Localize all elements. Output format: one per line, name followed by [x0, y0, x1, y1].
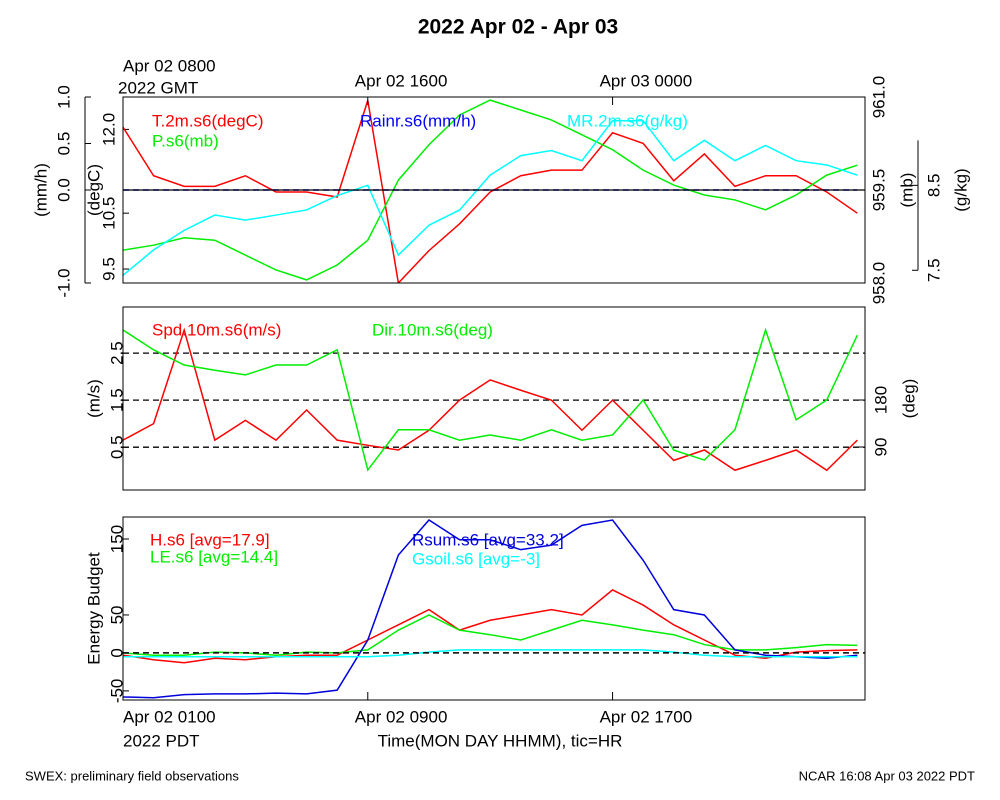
y-tick-label: 150: [107, 525, 126, 553]
y-tick-label: 50: [107, 605, 126, 624]
legend-label: LE.s6 [avg=14.4]: [150, 547, 278, 566]
y-axis-label: Energy Budget: [84, 552, 103, 665]
y-tick-label: 959.5: [869, 169, 888, 212]
footer-right: NCAR 16:08 Apr 03 2022 PDT: [799, 768, 975, 783]
series-line: [123, 649, 858, 658]
y-tick-label: 7.5: [924, 258, 943, 282]
legend-label: Rsum.s6 [avg=33.2]: [412, 530, 564, 549]
legend-label: Dir.10m.s6(deg): [372, 320, 493, 339]
series-line: [123, 327, 859, 472]
y-axis-label: (mb): [897, 173, 916, 208]
y-tick-label: -50: [107, 679, 126, 704]
y-tick-label: 8.5: [924, 174, 943, 198]
series-line: [123, 519, 858, 699]
y-axis-label: (degC): [84, 164, 103, 216]
legend-label: Gsoil.s6 [avg=-3]: [412, 549, 540, 568]
x-tick-label: Apr 02 0100: [123, 707, 216, 726]
y-tick-label: 10.5: [99, 197, 118, 230]
legend-label: P.s6(mb): [152, 131, 219, 150]
legend-label: H.s6 [avg=17.9]: [150, 530, 270, 549]
y-tick-label: 0: [107, 648, 126, 657]
series-line: [123, 120, 858, 276]
x-tick-label: Apr 02 1700: [600, 707, 693, 726]
bottom-timezone: 2022 PDT: [123, 731, 200, 750]
plot-frame: [122, 306, 866, 491]
y-tick-label: 961.0: [869, 76, 888, 119]
y-tick-label: 90: [871, 438, 890, 457]
y-tick-label: 9.5: [99, 257, 118, 281]
x-axis-label: Time(MON DAY HHMM), tic=HR: [378, 731, 623, 750]
y-tick-label: 1.5: [107, 388, 126, 412]
legend-label: Rainr.s6(mm/h): [360, 111, 476, 130]
footer-left: SWEX: preliminary field observations: [25, 768, 239, 783]
y-axis-label: (g/kg): [951, 168, 970, 211]
series-line: [123, 327, 858, 472]
legend-label: MR.2m.s6(g/kg): [567, 111, 688, 130]
x2-tick-label: Apr 03 0000: [600, 71, 693, 90]
x2-tick-label: Apr 02 1600: [355, 71, 448, 90]
y-tick-label: 180: [871, 386, 890, 414]
legend-label: T.2m.s6(degC): [152, 111, 263, 130]
legend-label: Spd.10m.s6(m/s): [152, 320, 281, 339]
x2-tick-label: Apr 02 0800: [123, 56, 216, 75]
y-tick-label: 0.5: [54, 132, 73, 156]
series-line: [123, 589, 858, 664]
series-line: [123, 100, 858, 283]
y-axis-label: (m/s): [84, 379, 103, 418]
y-tick-label: 0.0: [54, 178, 73, 202]
y-tick-label: 958.0: [869, 262, 888, 305]
y-tick-label: 0.5: [107, 435, 126, 459]
y-tick-label: -1.0: [54, 268, 73, 297]
top-timezone: 2022 GMT: [118, 78, 198, 97]
x-tick-label: Apr 02 0900: [355, 707, 448, 726]
series-line: [123, 99, 858, 281]
y-tick-label: 12.0: [99, 113, 118, 146]
chart-title: 2022 Apr 02 - Apr 03: [418, 16, 618, 39]
plot-frame: [122, 96, 866, 284]
y-axis-label: (deg): [899, 379, 918, 419]
y-tick-label: 1.0: [54, 85, 73, 109]
y-tick-label: 2.5: [107, 341, 126, 365]
y-axis-label: (mm/h): [31, 163, 50, 217]
plot-frame: [122, 516, 866, 701]
